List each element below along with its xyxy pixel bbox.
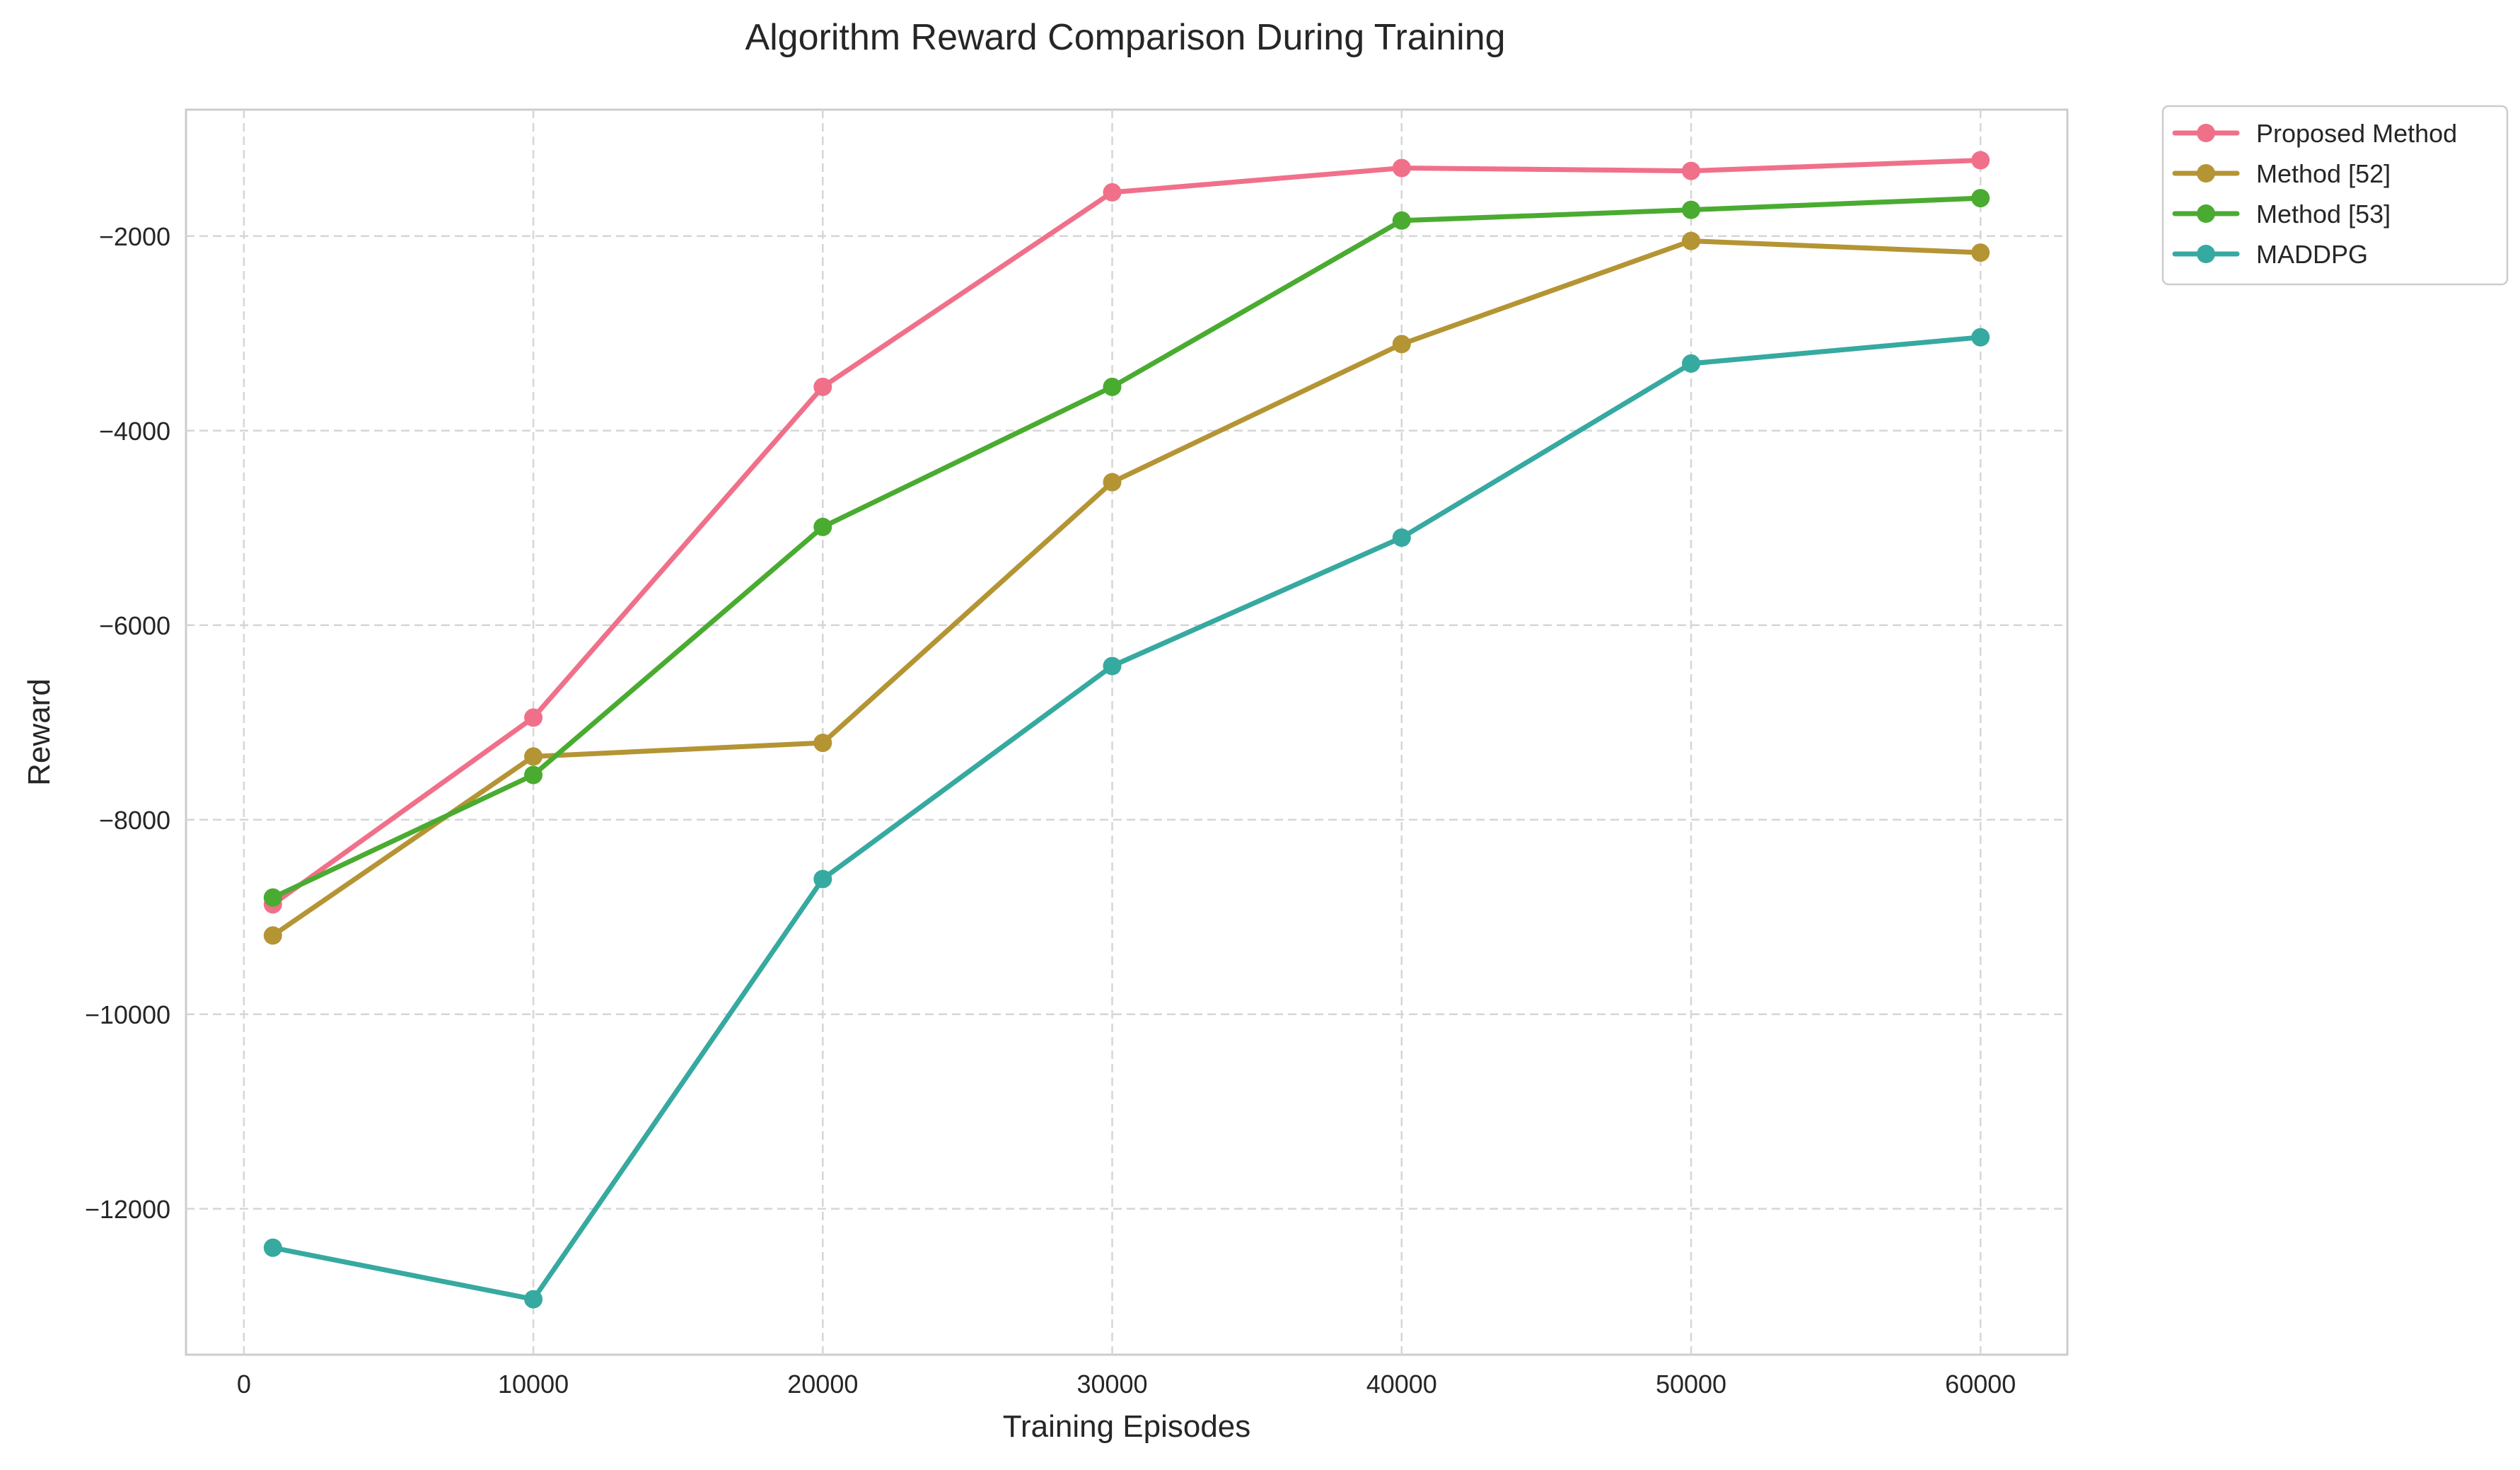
legend-marker-method-53 — [2197, 204, 2215, 223]
data-point-maddpg — [263, 1238, 282, 1257]
data-point-proposed-method — [813, 377, 832, 396]
x-tick-label: 40000 — [1366, 1370, 1437, 1399]
tick-labels: 0 10000 20000 30000 40000 50000 60000 −12000 −10… — [85, 222, 2016, 1399]
y-tick-label: −8000 — [99, 806, 170, 835]
x-tick-label: 50000 — [1656, 1370, 1726, 1399]
data-point-proposed-method — [1682, 161, 1700, 180]
data-point-maddpg — [1682, 354, 1700, 373]
data-point-proposed-method — [1103, 183, 1122, 202]
series-layer — [263, 151, 1990, 1309]
grid — [186, 110, 2067, 1355]
x-tick-label: 10000 — [498, 1370, 569, 1399]
data-point-method-52 — [1682, 231, 1700, 250]
data-point-proposed-method — [1392, 158, 1411, 178]
data-point-method-52 — [1103, 473, 1122, 492]
legend-label-method-53: Method [53] — [2256, 199, 2391, 228]
legend-marker-proposed-method — [2197, 124, 2215, 142]
y-axis-label: Reward — [22, 678, 57, 786]
data-point-proposed-method — [1971, 151, 1990, 170]
y-tick-label: −2000 — [99, 222, 170, 251]
data-point-maddpg — [524, 1290, 543, 1309]
data-point-method-53 — [1682, 200, 1700, 219]
data-point-proposed-method — [524, 708, 543, 727]
x-tick-label: 20000 — [787, 1370, 858, 1399]
data-point-method-53 — [813, 517, 832, 536]
legend-marker-maddpg — [2197, 245, 2215, 263]
x-tick-label: 30000 — [1076, 1370, 1147, 1399]
plot-area — [185, 108, 2069, 1356]
data-point-maddpg — [1392, 528, 1411, 547]
data-point-method-52 — [1971, 243, 1990, 262]
y-tick-label: −12000 — [85, 1195, 170, 1224]
y-tick-label: −10000 — [85, 1000, 170, 1029]
data-point-maddpg — [1103, 656, 1122, 676]
data-point-method-52 — [524, 747, 543, 766]
legend-marker-method-52 — [2197, 164, 2215, 183]
legend-box — [2161, 105, 2509, 286]
data-point-method-53 — [1971, 189, 1990, 208]
data-point-maddpg — [1971, 328, 1990, 347]
chart-title: Algorithm Reward Comparison During Train… — [745, 17, 1505, 58]
x-tick-label: 60000 — [1945, 1370, 2016, 1399]
legend-label-maddpg: MADDPG — [2256, 240, 2368, 269]
x-tick-label: 0 — [237, 1370, 251, 1399]
data-point-method-52 — [813, 734, 832, 753]
data-point-method-53 — [263, 888, 282, 907]
y-tick-label: −4000 — [99, 417, 170, 446]
legend: Proposed Method Method [52] Method [53] MAD… — [2161, 105, 2509, 286]
data-point-method-52 — [263, 926, 282, 945]
x-axis-label: Training Episodes — [1003, 1409, 1251, 1444]
data-point-method-53 — [1392, 211, 1411, 230]
y-tick-label: −6000 — [99, 611, 170, 640]
data-point-method-53 — [524, 765, 543, 785]
data-point-maddpg — [813, 869, 832, 889]
legend-label-proposed-method: Proposed Method — [2256, 119, 2457, 148]
legend-label-method-52: Method [52] — [2256, 159, 2391, 188]
data-point-method-52 — [1392, 335, 1411, 354]
data-point-method-53 — [1103, 377, 1122, 396]
